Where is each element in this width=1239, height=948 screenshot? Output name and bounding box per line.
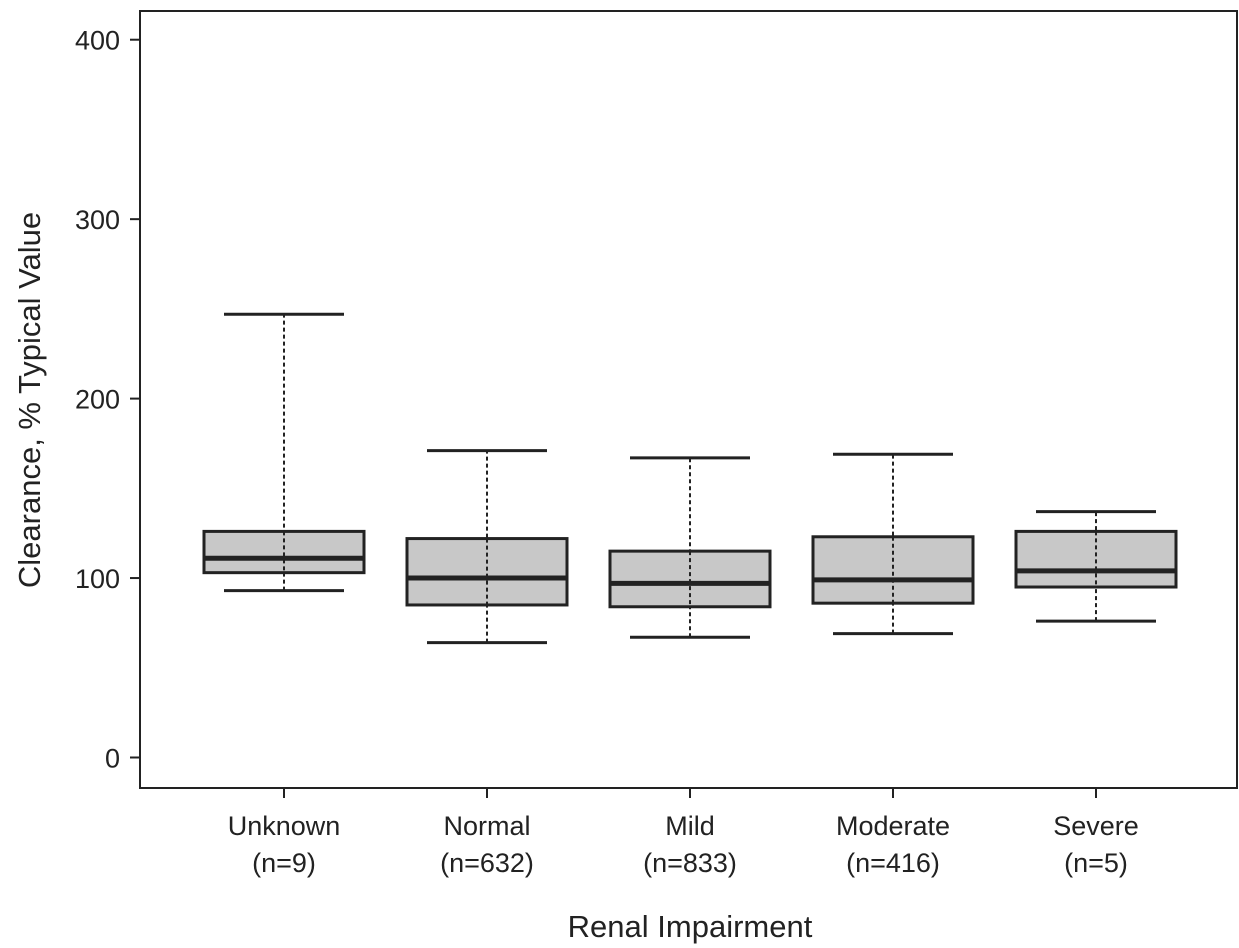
y-tick-label: 0	[105, 743, 120, 773]
box-moderate	[811, 452, 975, 636]
x-tick-label: Normal	[443, 811, 530, 841]
box-severe	[1014, 510, 1178, 623]
box-unknown	[202, 312, 366, 593]
x-axis-title: Renal Impairment	[568, 909, 813, 944]
box-mild	[608, 456, 772, 639]
x-tick-count-label: (n=9)	[252, 848, 316, 878]
plot-frame	[139, 10, 1238, 789]
y-tick-label: 300	[75, 205, 120, 235]
iqr-box	[202, 529, 366, 575]
iqr-box	[811, 535, 975, 605]
y-tick-label: 200	[75, 385, 120, 415]
x-tick-label: Severe	[1053, 811, 1139, 841]
x-tick-count-label: (n=833)	[643, 848, 737, 878]
x-tick-label: Unknown	[228, 811, 341, 841]
x-axis: Unknown (n=9) Normal (n=632) Mild (n=833) Mode…	[228, 788, 1139, 878]
boxes	[202, 312, 1178, 645]
y-axis-title: Clearance, % Typical Value	[12, 212, 47, 588]
x-tick-count-label: (n=416)	[846, 848, 940, 878]
x-tick-label: Moderate	[836, 811, 950, 841]
box-normal	[405, 449, 569, 645]
x-tick-label: Mild	[665, 811, 715, 841]
x-tick-count-label: (n=632)	[440, 848, 534, 878]
y-tick-label: 400	[75, 26, 120, 56]
x-tick-count-label: (n=5)	[1064, 848, 1128, 878]
y-tick-label: 100	[75, 564, 120, 594]
y-axis: 0 100 200 300 400	[75, 26, 140, 773]
